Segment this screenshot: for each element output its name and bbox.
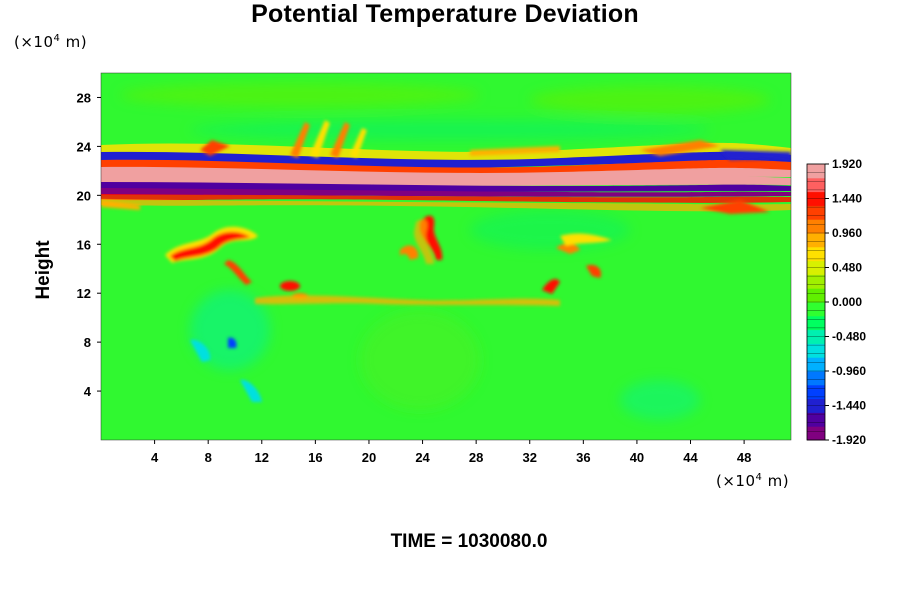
chart-title: Potential Temperature Deviation — [251, 0, 639, 28]
colorbar-segment — [807, 371, 825, 386]
colorbar-segment — [807, 426, 825, 441]
x-tick-label: 4 — [151, 450, 159, 465]
x-tick-label: 12 — [255, 450, 269, 465]
x-axis: 4 8 12 16 20 24 28 32 36 40 44 48 — [151, 440, 751, 465]
x-tick-label: 32 — [523, 450, 537, 465]
colorbar-segment — [807, 260, 825, 275]
x-tick-label: 28 — [469, 450, 483, 465]
x-tick-label: 36 — [576, 450, 590, 465]
y-tick-label: 24 — [77, 139, 92, 154]
plot-area — [101, 73, 791, 440]
colorbar-tick-label: -0.480 — [832, 330, 866, 344]
colorbar-segment — [807, 274, 825, 289]
colorbar-segment — [807, 205, 825, 220]
colorbar-tick-label: 0.960 — [832, 226, 862, 240]
colorbar-tick-label: 1.440 — [832, 192, 862, 206]
x-tick-label: 16 — [308, 450, 322, 465]
y-axis-unit: (×104 m) — [14, 33, 88, 51]
upper-band — [101, 142, 791, 212]
colorbar-segment — [807, 343, 825, 358]
y-tick-label: 8 — [84, 335, 91, 350]
colorbar-tick-label: 0.480 — [832, 261, 862, 275]
colorbar: 1.920 1.440 0.960 0.480 0.000 -0.480 -0.960 -1.… — [806, 157, 866, 447]
x-tick-label: 44 — [683, 450, 698, 465]
colorbar-segment — [807, 219, 825, 234]
colorbar-tick-label: -1.440 — [832, 399, 866, 413]
plot-frame — [100, 72, 792, 441]
colorbar-segment — [807, 302, 825, 317]
colorbar-segment — [807, 233, 825, 248]
colorbar-tick-label: -0.960 — [832, 364, 866, 378]
colorbar-segment — [807, 357, 825, 372]
y-axis: 4 8 12 16 20 24 28 — [77, 90, 101, 399]
colorbar-tick-label: -1.920 — [832, 433, 866, 447]
colorbar-segment — [807, 329, 825, 344]
colorbar-segment — [807, 412, 825, 427]
colorbar-segment — [807, 288, 825, 303]
x-tick-label: 8 — [205, 450, 212, 465]
wave-crests — [101, 120, 791, 214]
x-tick-label: 48 — [737, 450, 751, 465]
background-variation — [120, 83, 770, 420]
x-tick-label: 20 — [362, 450, 376, 465]
y-tick-label: 12 — [77, 286, 91, 301]
colorbar-segment — [807, 164, 825, 179]
y-tick-label: 4 — [84, 384, 92, 399]
time-label: TIME = 1030080.0 — [390, 531, 548, 552]
y-tick-label: 16 — [77, 237, 91, 252]
colorbar-segment — [807, 398, 825, 413]
y-tick-label: 20 — [77, 188, 91, 203]
x-tick-label: 24 — [415, 450, 430, 465]
x-tick-label: 40 — [630, 450, 644, 465]
colorbar-tick-label: 1.920 — [832, 157, 862, 171]
colorbar-segment — [807, 191, 825, 206]
x-axis-unit: (×104 m) — [716, 472, 790, 490]
y-tick-label: 28 — [77, 90, 91, 105]
colorbar-tick-label: 0.000 — [832, 295, 862, 309]
eddies — [165, 215, 612, 402]
